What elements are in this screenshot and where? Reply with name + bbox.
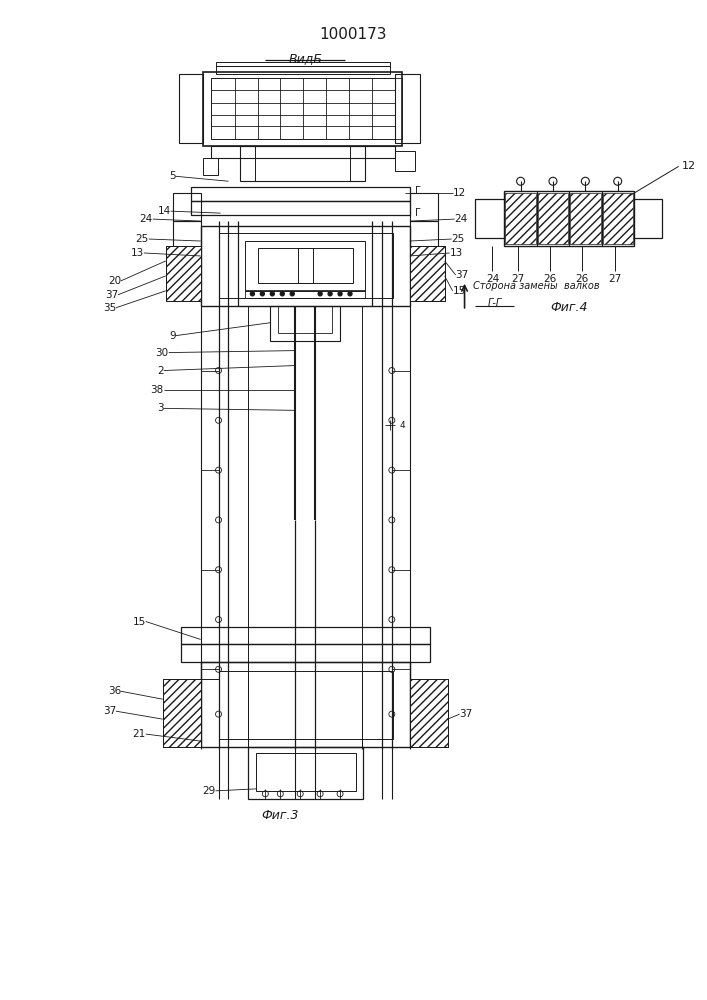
Circle shape [338,292,342,296]
Bar [410,246,445,301]
Text: 20: 20 [107,276,121,286]
Text: 24: 24 [486,274,499,284]
Bar [395,74,420,143]
Bar [216,62,390,66]
Bar [298,248,353,283]
Bar [245,241,365,291]
Text: 25: 25 [136,234,148,244]
Text: 13: 13 [450,248,463,258]
Bar [165,246,201,301]
Text: ВидБ: ВидБ [288,52,322,65]
Circle shape [260,292,264,296]
Text: 37: 37 [460,709,473,719]
Bar [201,662,410,747]
Bar [248,747,363,799]
Bar [395,78,402,139]
Bar [216,66,390,74]
Bar [410,193,438,221]
Bar [191,187,410,201]
Text: 38: 38 [151,385,164,395]
Text: Г: Г [415,208,421,218]
Text: 26: 26 [544,274,556,284]
Bar [602,193,633,244]
Circle shape [270,292,274,296]
Bar [191,201,410,215]
Bar [279,306,332,333]
Bar [211,146,395,158]
Bar [538,193,568,244]
Bar [173,193,201,221]
Circle shape [291,292,294,296]
Text: 9: 9 [169,331,176,341]
Bar [474,199,506,238]
Text: 1000173: 1000173 [320,27,387,42]
Text: 13: 13 [131,248,144,258]
Bar [257,753,356,791]
Bar [504,191,634,246]
Text: 27: 27 [511,274,524,284]
Bar [240,146,365,181]
Text: 14: 14 [158,206,170,216]
Bar [258,248,313,283]
Text: 12: 12 [682,161,696,171]
Bar [203,72,402,146]
Bar [181,627,430,644]
Bar [211,78,395,139]
Text: 25: 25 [452,234,465,244]
Text: 21: 21 [133,729,146,739]
Circle shape [318,292,322,296]
Bar [395,151,415,171]
Text: 15: 15 [133,617,146,627]
Text: 37: 37 [103,706,116,716]
Bar [181,644,430,662]
Text: 37: 37 [455,270,469,280]
Bar [410,221,438,249]
Circle shape [250,292,255,296]
Bar [218,671,393,739]
Text: 12: 12 [452,188,466,198]
Bar [179,74,203,143]
Bar [410,679,448,747]
Text: 26: 26 [575,274,589,284]
Text: 3: 3 [157,403,164,413]
Text: 35: 35 [103,303,116,313]
Bar [270,306,340,341]
Circle shape [348,292,352,296]
Text: Г: Г [415,186,421,196]
Text: 37: 37 [105,290,118,300]
Text: 24: 24 [139,214,153,224]
Bar [201,226,410,306]
Text: 30: 30 [156,348,169,358]
Bar [410,679,448,747]
Text: 29: 29 [202,786,216,796]
Bar [163,679,201,747]
Text: 27: 27 [608,274,621,284]
Text: 2: 2 [157,366,164,376]
Bar [201,679,218,747]
Text: Г-Г: Г-Г [487,298,501,308]
Bar [165,246,201,301]
Bar [163,679,201,747]
Text: Фиг.4: Фиг.4 [550,301,588,314]
Bar [218,233,393,298]
Text: 4: 4 [400,421,405,430]
Bar [245,290,365,298]
Text: 24: 24 [455,214,468,224]
Bar [570,193,600,244]
Circle shape [280,292,284,296]
Text: 5: 5 [169,171,176,181]
Text: Сторона замены  валков: Сторона замены валков [472,281,599,291]
Bar [506,193,536,244]
Bar [632,199,662,238]
Bar [203,158,218,175]
Text: Фиг.3: Фиг.3 [262,809,299,822]
Text: 15: 15 [452,286,466,296]
Text: 36: 36 [107,686,121,696]
Circle shape [328,292,332,296]
Bar [173,221,201,249]
Bar [410,246,445,301]
